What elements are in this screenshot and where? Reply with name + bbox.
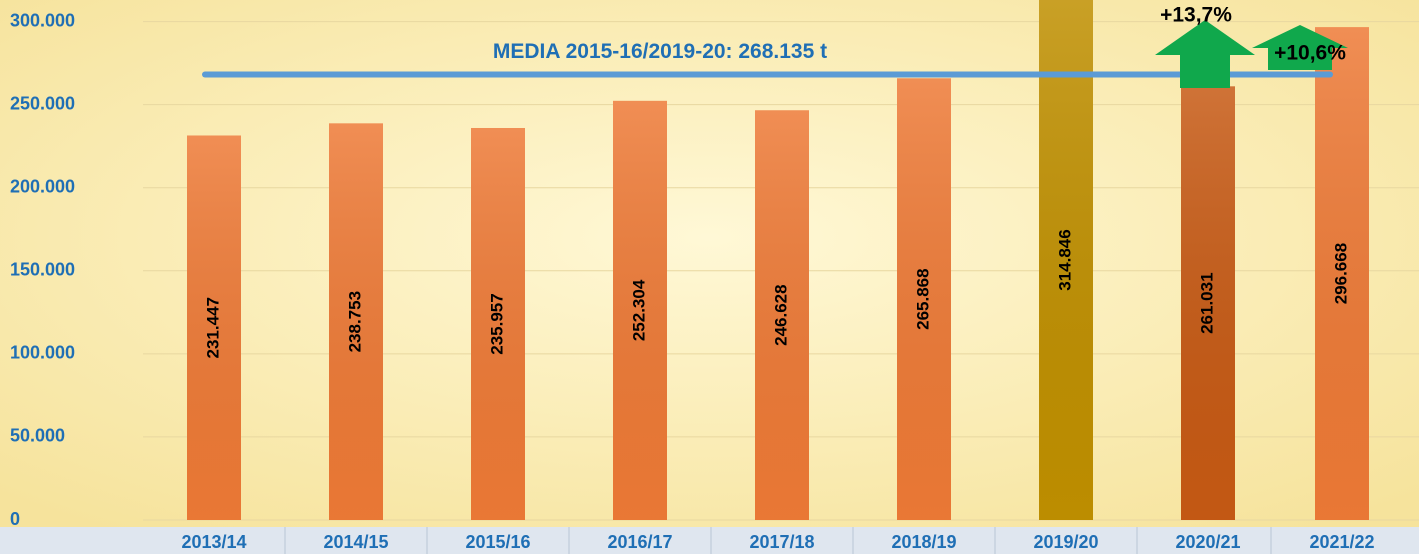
y-tick-label: 150.000 <box>10 260 75 280</box>
bar-shade <box>1181 86 1235 521</box>
x-tick-label: 2020/21 <box>1175 532 1240 552</box>
x-tick-label: 2019/20 <box>1033 532 1098 552</box>
mean-label: MEDIA 2015-16/2019-20: 268.135 t <box>493 40 827 63</box>
x-tick-label: 2018/19 <box>891 532 956 552</box>
value-label: 314.846 <box>1055 229 1074 290</box>
up-arrow <box>1155 20 1255 88</box>
x-tick-label: 2016/17 <box>607 532 672 552</box>
bar-shade <box>755 110 809 521</box>
x-tick-label: 2013/14 <box>181 532 246 552</box>
bar-shade <box>613 100 667 521</box>
x-tick-label: 2015/16 <box>465 532 530 552</box>
value-label: 246.628 <box>771 284 790 345</box>
annotation: +13,7% <box>1160 4 1232 27</box>
bar-shade <box>329 123 383 521</box>
x-tick-label: 2014/15 <box>323 532 388 552</box>
bar-shade <box>1039 0 1093 520</box>
x-tick-label: 2017/18 <box>749 532 814 552</box>
bar-shade <box>1315 27 1369 521</box>
x-tick-label: 2021/22 <box>1309 532 1374 552</box>
bar-shade <box>187 135 241 520</box>
axis-band <box>0 527 1419 554</box>
annotation: +10,6% <box>1274 42 1346 65</box>
bar-shade <box>897 78 951 520</box>
y-tick-label: 250.000 <box>10 93 75 113</box>
y-tick-label: 100.000 <box>10 343 75 363</box>
bar-shade <box>471 127 525 521</box>
value-label: 296.668 <box>1331 243 1350 304</box>
value-label: 261.031 <box>1197 272 1216 333</box>
y-tick-label: 50.000 <box>10 426 65 446</box>
value-label: 238.753 <box>345 291 364 352</box>
value-label: 265.868 <box>913 268 932 329</box>
value-label: 231.447 <box>203 297 222 358</box>
y-tick-label: 200.000 <box>10 176 75 196</box>
value-label: 235.957 <box>487 293 506 354</box>
y-tick-label: 300.000 <box>10 10 75 30</box>
y-tick-label: 0 <box>10 509 20 529</box>
value-label: 252.304 <box>629 279 648 341</box>
up-arrow <box>1252 25 1348 70</box>
